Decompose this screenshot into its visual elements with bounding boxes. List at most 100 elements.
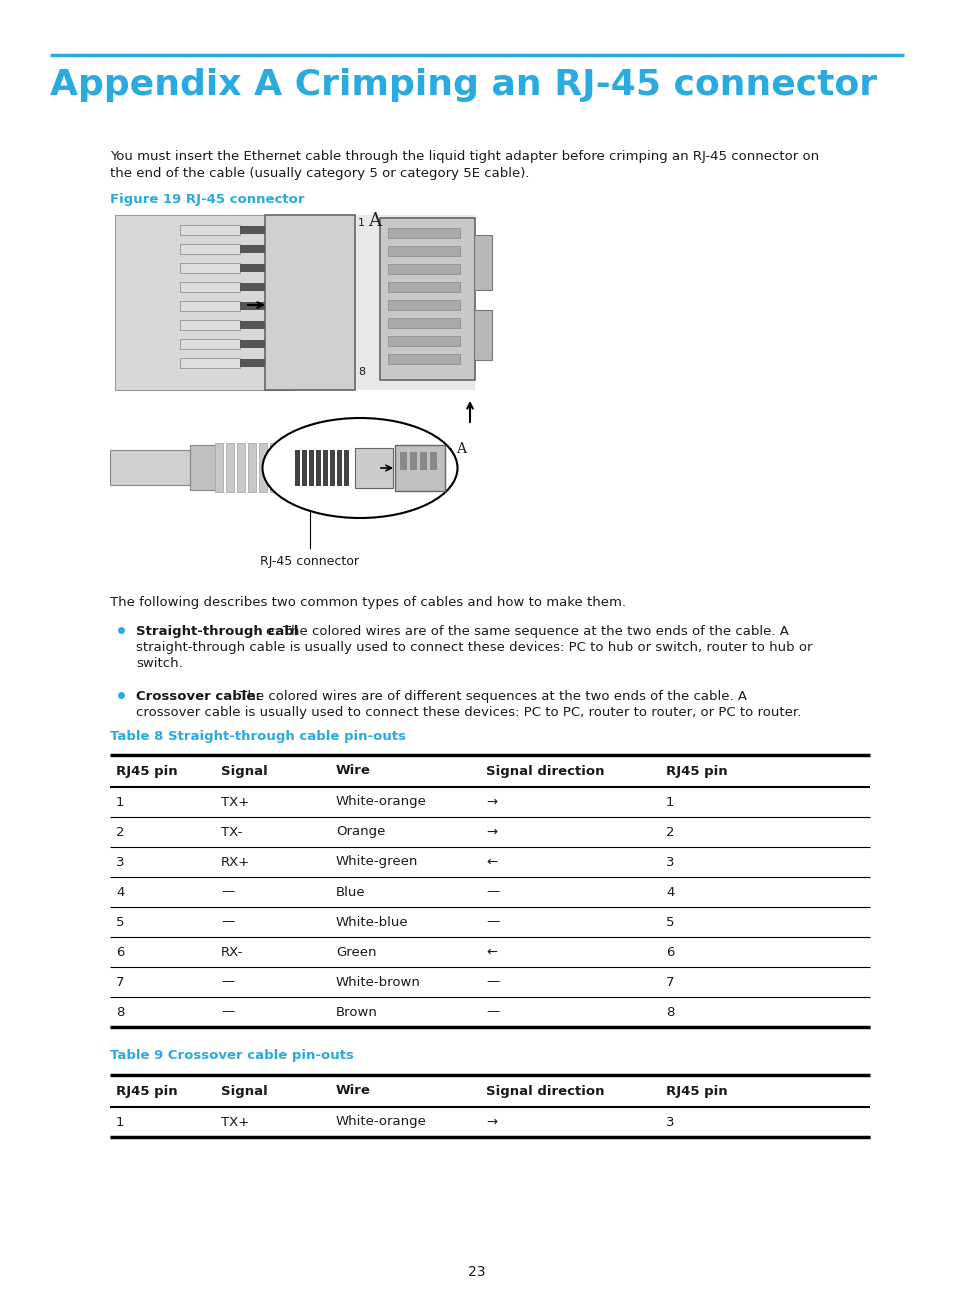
Text: the end of the cable (usually category 5 or category 5E cable).: the end of the cable (usually category 5… bbox=[110, 167, 529, 180]
Bar bbox=[388, 354, 459, 364]
Bar bbox=[180, 226, 240, 235]
Text: —: — bbox=[485, 915, 498, 928]
Text: 3: 3 bbox=[665, 855, 674, 868]
Bar bbox=[323, 450, 328, 486]
Text: A: A bbox=[456, 442, 465, 456]
Text: 3: 3 bbox=[665, 1116, 674, 1129]
Text: 8: 8 bbox=[116, 1006, 124, 1019]
Text: Orange: Orange bbox=[335, 826, 385, 839]
Text: TX+: TX+ bbox=[221, 796, 249, 809]
Bar bbox=[115, 215, 294, 390]
Bar bbox=[270, 443, 277, 492]
Text: Wire: Wire bbox=[335, 765, 371, 778]
Ellipse shape bbox=[262, 419, 457, 518]
Text: →: → bbox=[485, 1116, 497, 1129]
Text: 7: 7 bbox=[116, 976, 125, 989]
Text: ←: ← bbox=[485, 855, 497, 868]
Text: →: → bbox=[485, 796, 497, 809]
Text: e: The colored wires are of the same sequence at the two ends of the cable. A: e: The colored wires are of the same seq… bbox=[266, 625, 788, 638]
Bar bbox=[180, 283, 240, 292]
Bar bbox=[240, 283, 265, 292]
Text: White-green: White-green bbox=[335, 855, 418, 868]
Text: Signal: Signal bbox=[221, 765, 268, 778]
Text: TX-: TX- bbox=[221, 826, 242, 839]
Text: The colored wires are of different sequences at the two ends of the cable. A: The colored wires are of different seque… bbox=[235, 689, 746, 702]
Text: 1: 1 bbox=[357, 218, 365, 228]
Bar bbox=[115, 215, 475, 390]
Bar bbox=[302, 450, 307, 486]
Bar bbox=[336, 450, 341, 486]
Text: Wire: Wire bbox=[335, 1085, 371, 1098]
Text: Table 8 Straight-through cable pin-outs: Table 8 Straight-through cable pin-outs bbox=[110, 730, 406, 743]
Text: 1: 1 bbox=[116, 1116, 125, 1129]
Text: —: — bbox=[485, 976, 498, 989]
Bar bbox=[190, 445, 214, 490]
Bar bbox=[388, 283, 459, 292]
Text: White-brown: White-brown bbox=[335, 976, 420, 989]
Bar bbox=[214, 443, 223, 492]
Bar bbox=[419, 452, 427, 470]
Bar bbox=[388, 264, 459, 273]
Text: 23: 23 bbox=[468, 1265, 485, 1279]
Text: Signal direction: Signal direction bbox=[485, 765, 604, 778]
Bar bbox=[388, 246, 459, 257]
FancyBboxPatch shape bbox=[379, 218, 475, 380]
Text: RJ45 pin: RJ45 pin bbox=[116, 765, 177, 778]
Text: Signal: Signal bbox=[221, 1085, 268, 1098]
Bar bbox=[330, 450, 335, 486]
Text: RJ45 pin: RJ45 pin bbox=[665, 1085, 727, 1098]
Bar bbox=[410, 452, 416, 470]
Bar bbox=[294, 450, 299, 486]
Bar bbox=[265, 215, 355, 390]
Text: switch.: switch. bbox=[136, 657, 183, 670]
Text: Crossover cable:: Crossover cable: bbox=[136, 689, 260, 702]
Text: The following describes two common types of cables and how to make them.: The following describes two common types… bbox=[110, 596, 625, 609]
Text: RJ45 pin: RJ45 pin bbox=[116, 1085, 177, 1098]
Bar bbox=[180, 320, 240, 330]
Text: 8: 8 bbox=[448, 473, 454, 483]
Bar bbox=[110, 450, 190, 485]
Text: 2: 2 bbox=[116, 826, 125, 839]
Bar bbox=[180, 358, 240, 368]
Text: —: — bbox=[221, 885, 234, 898]
Text: 7: 7 bbox=[665, 976, 674, 989]
Text: 2: 2 bbox=[665, 826, 674, 839]
Bar bbox=[388, 299, 459, 310]
Text: →: → bbox=[485, 826, 497, 839]
Text: Straight-through cabl: Straight-through cabl bbox=[136, 625, 298, 638]
Text: 8: 8 bbox=[357, 367, 365, 377]
Bar bbox=[315, 450, 320, 486]
Bar bbox=[180, 340, 240, 349]
Text: White-orange: White-orange bbox=[335, 796, 426, 809]
Text: Figure 19 RJ-45 connector: Figure 19 RJ-45 connector bbox=[110, 193, 304, 206]
Text: —: — bbox=[485, 1006, 498, 1019]
Text: RX-: RX- bbox=[221, 946, 243, 959]
Text: 3: 3 bbox=[116, 855, 125, 868]
Text: 1: 1 bbox=[665, 796, 674, 809]
Bar bbox=[236, 443, 245, 492]
Bar bbox=[309, 450, 314, 486]
Bar bbox=[240, 264, 265, 272]
Text: —: — bbox=[221, 915, 234, 928]
Text: straight-through cable is usually used to connect these devices: PC to hub or sw: straight-through cable is usually used t… bbox=[136, 642, 812, 654]
Bar bbox=[388, 228, 459, 238]
Text: RJ-45 connector: RJ-45 connector bbox=[260, 555, 359, 568]
Text: Table 9 Crossover cable pin-outs: Table 9 Crossover cable pin-outs bbox=[110, 1048, 354, 1061]
Text: 6: 6 bbox=[665, 946, 674, 959]
Bar bbox=[281, 443, 289, 492]
Bar bbox=[344, 450, 349, 486]
Bar bbox=[355, 448, 393, 489]
Bar bbox=[226, 443, 233, 492]
Text: 5: 5 bbox=[116, 915, 125, 928]
Text: 1: 1 bbox=[116, 796, 125, 809]
Bar bbox=[180, 244, 240, 254]
Text: White-blue: White-blue bbox=[335, 915, 408, 928]
Bar bbox=[248, 443, 255, 492]
Text: ←: ← bbox=[485, 946, 497, 959]
Bar bbox=[180, 263, 240, 273]
Text: Green: Green bbox=[335, 946, 376, 959]
Text: 8: 8 bbox=[665, 1006, 674, 1019]
Bar bbox=[240, 302, 265, 310]
Bar bbox=[240, 340, 265, 349]
Text: Appendix A Crimping an RJ-45 connector: Appendix A Crimping an RJ-45 connector bbox=[50, 67, 876, 102]
